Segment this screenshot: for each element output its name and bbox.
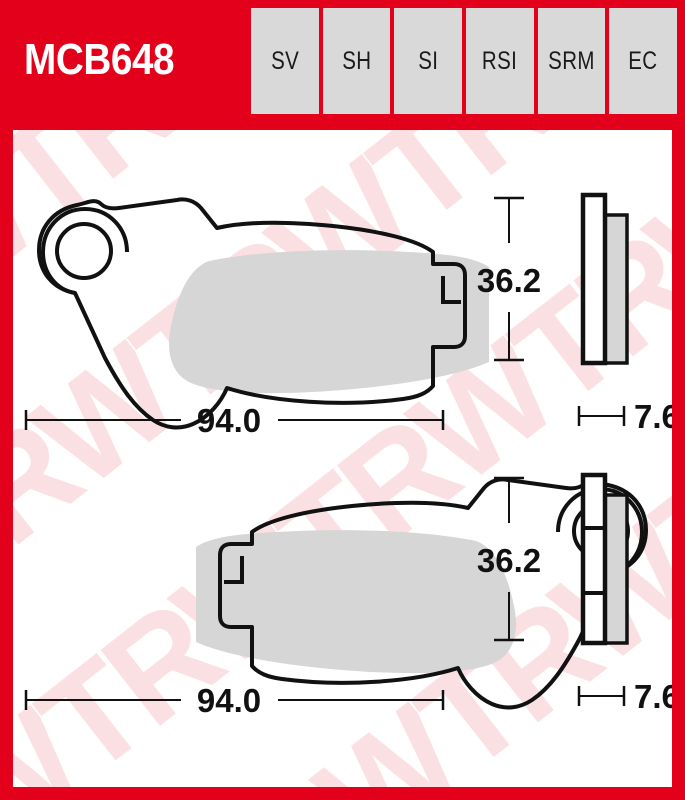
brake-pad-technical-drawing: 94.0 36.2 bbox=[24, 192, 672, 719]
tab-rsi[interactable]: RSI bbox=[466, 8, 534, 114]
bottom-pad-group bbox=[196, 477, 648, 710]
top-side-friction-block bbox=[602, 213, 629, 365]
tab-sv-label: SV bbox=[270, 46, 299, 75]
compound-tab-list: SV SH SI RSI SRM EC bbox=[251, 8, 678, 114]
tab-rsi-label: RSI bbox=[482, 46, 518, 75]
tab-srm[interactable]: SRM bbox=[537, 8, 606, 114]
drawing-canvas: TRW bbox=[13, 130, 672, 787]
bottom-pad-thickness-dimension: 7.6 bbox=[577, 678, 672, 715]
page-title: MCB648 bbox=[24, 35, 175, 84]
bottom-pad-marking-L bbox=[224, 556, 244, 584]
bottom-pad-thickness-value: 7.6 bbox=[634, 678, 672, 715]
tab-sh[interactable]: SH bbox=[322, 8, 391, 114]
top-pad-side-view bbox=[580, 192, 629, 366]
bottom-side-friction-block bbox=[602, 493, 629, 645]
bottom-pad-length-dimension: 94.0 bbox=[24, 682, 445, 719]
tab-sh-label: SH bbox=[341, 46, 372, 75]
tab-ec-label: EC bbox=[628, 46, 658, 75]
bottom-pad-height-dimension: 36.2 bbox=[477, 476, 541, 642]
tab-ec[interactable]: EC bbox=[609, 8, 678, 114]
top-pad-outline bbox=[37, 197, 467, 430]
top-pad-height-dimension: 36.2 bbox=[477, 196, 541, 362]
bottom-pad-friction-material bbox=[196, 530, 516, 674]
bottom-side-backing-plate bbox=[580, 472, 608, 646]
top-pad-hole-ear-outline bbox=[40, 206, 129, 295]
bottom-pad-length-value: 94.0 bbox=[197, 682, 261, 719]
top-pad-height-value: 36.2 bbox=[477, 262, 541, 299]
top-side-backing-plate bbox=[580, 192, 608, 366]
top-pad-length-value: 94.0 bbox=[197, 402, 261, 439]
top-pad-thickness-dimension: 7.6 bbox=[577, 398, 672, 435]
top-pad-thickness-value: 7.6 bbox=[634, 398, 672, 435]
tab-si-label: SI bbox=[418, 46, 439, 75]
bottom-pad-side-view bbox=[580, 472, 629, 646]
bottom-pad-height-value: 36.2 bbox=[477, 542, 541, 579]
tab-si[interactable]: SI bbox=[394, 8, 463, 114]
bottom-pad-outline bbox=[218, 477, 648, 710]
tab-srm-label: SRM bbox=[548, 46, 595, 75]
header-bar: MCB648 SV SH SI RSI SRM EC bbox=[0, 0, 685, 122]
top-pad-friction-material bbox=[169, 250, 489, 394]
top-pad-length-dimension: 94.0 bbox=[24, 402, 445, 439]
tab-sv[interactable]: SV bbox=[251, 8, 319, 114]
top-pad-group bbox=[37, 197, 489, 430]
top-pad-marking-L bbox=[441, 276, 461, 304]
top-pad-mounting-hole bbox=[55, 222, 113, 280]
